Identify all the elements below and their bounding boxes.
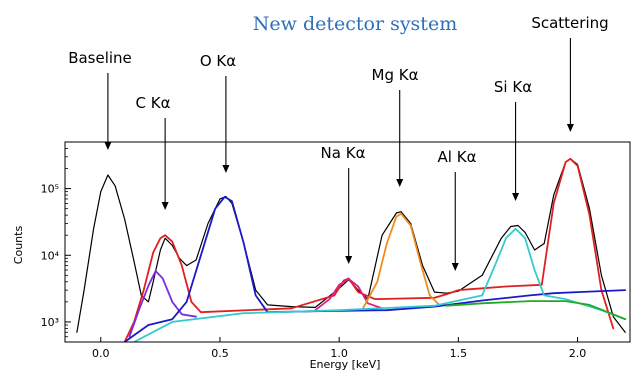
plot-frame: [64, 141, 631, 343]
annotation-label: Scattering: [531, 14, 608, 32]
annotation-label: Baseline: [68, 49, 132, 67]
series-line-5: [362, 212, 441, 310]
series-line-0: [76, 158, 626, 333]
annotation-arrowhead: [104, 142, 112, 150]
x-axis: 0.0 0.5 1.0 1.5 2.0: [92, 337, 586, 360]
annotation-arrowhead: [512, 193, 520, 201]
annotation-label: Mg Kα: [372, 66, 419, 84]
series-line-2: [128, 270, 197, 338]
annotation-arrowhead: [451, 263, 459, 271]
chart-title: New detector system: [253, 13, 457, 35]
x-tick-label: 0.0: [92, 347, 110, 360]
x-tick-label: 0.5: [211, 347, 229, 360]
series-line-1: [123, 157, 615, 342]
annotation-label: Al Kα: [438, 148, 477, 166]
x-tick-label: 1.5: [450, 347, 468, 360]
annotation-arrowhead: [161, 202, 169, 210]
series-layer: [76, 157, 627, 342]
annotation-arrowhead: [566, 124, 574, 132]
y-tick-label: 10⁵: [41, 183, 59, 196]
peak-annotations: Baseline C Kα O Kα Na Kα Mg Kα Al Kα Si Kα Scat…: [68, 14, 609, 271]
y-axis: 10³ 10⁴ 10⁵: [41, 148, 71, 338]
x-tick-label: 2.0: [569, 347, 587, 360]
series-line-4: [314, 278, 383, 312]
annotation-label: C Kα: [136, 94, 171, 112]
annotation-label: Si Kα: [494, 78, 532, 96]
annotation-arrowhead: [396, 179, 404, 187]
y-axis-label: Counts: [12, 226, 25, 265]
series-line-6: [133, 227, 627, 342]
y-tick-label: 10³: [41, 316, 59, 329]
y-tick-label: 10⁴: [41, 249, 60, 262]
annotation-arrowhead: [222, 165, 230, 173]
series-line-3: [123, 196, 627, 342]
annotation-arrowhead: [345, 256, 353, 264]
annotation-label: O Kα: [200, 52, 236, 70]
annotation-label: Na Kα: [321, 144, 366, 162]
x-axis-label: Energy [keV]: [310, 358, 381, 371]
series-line-7: [445, 300, 627, 321]
x-tick-label: 1.0: [330, 347, 348, 360]
